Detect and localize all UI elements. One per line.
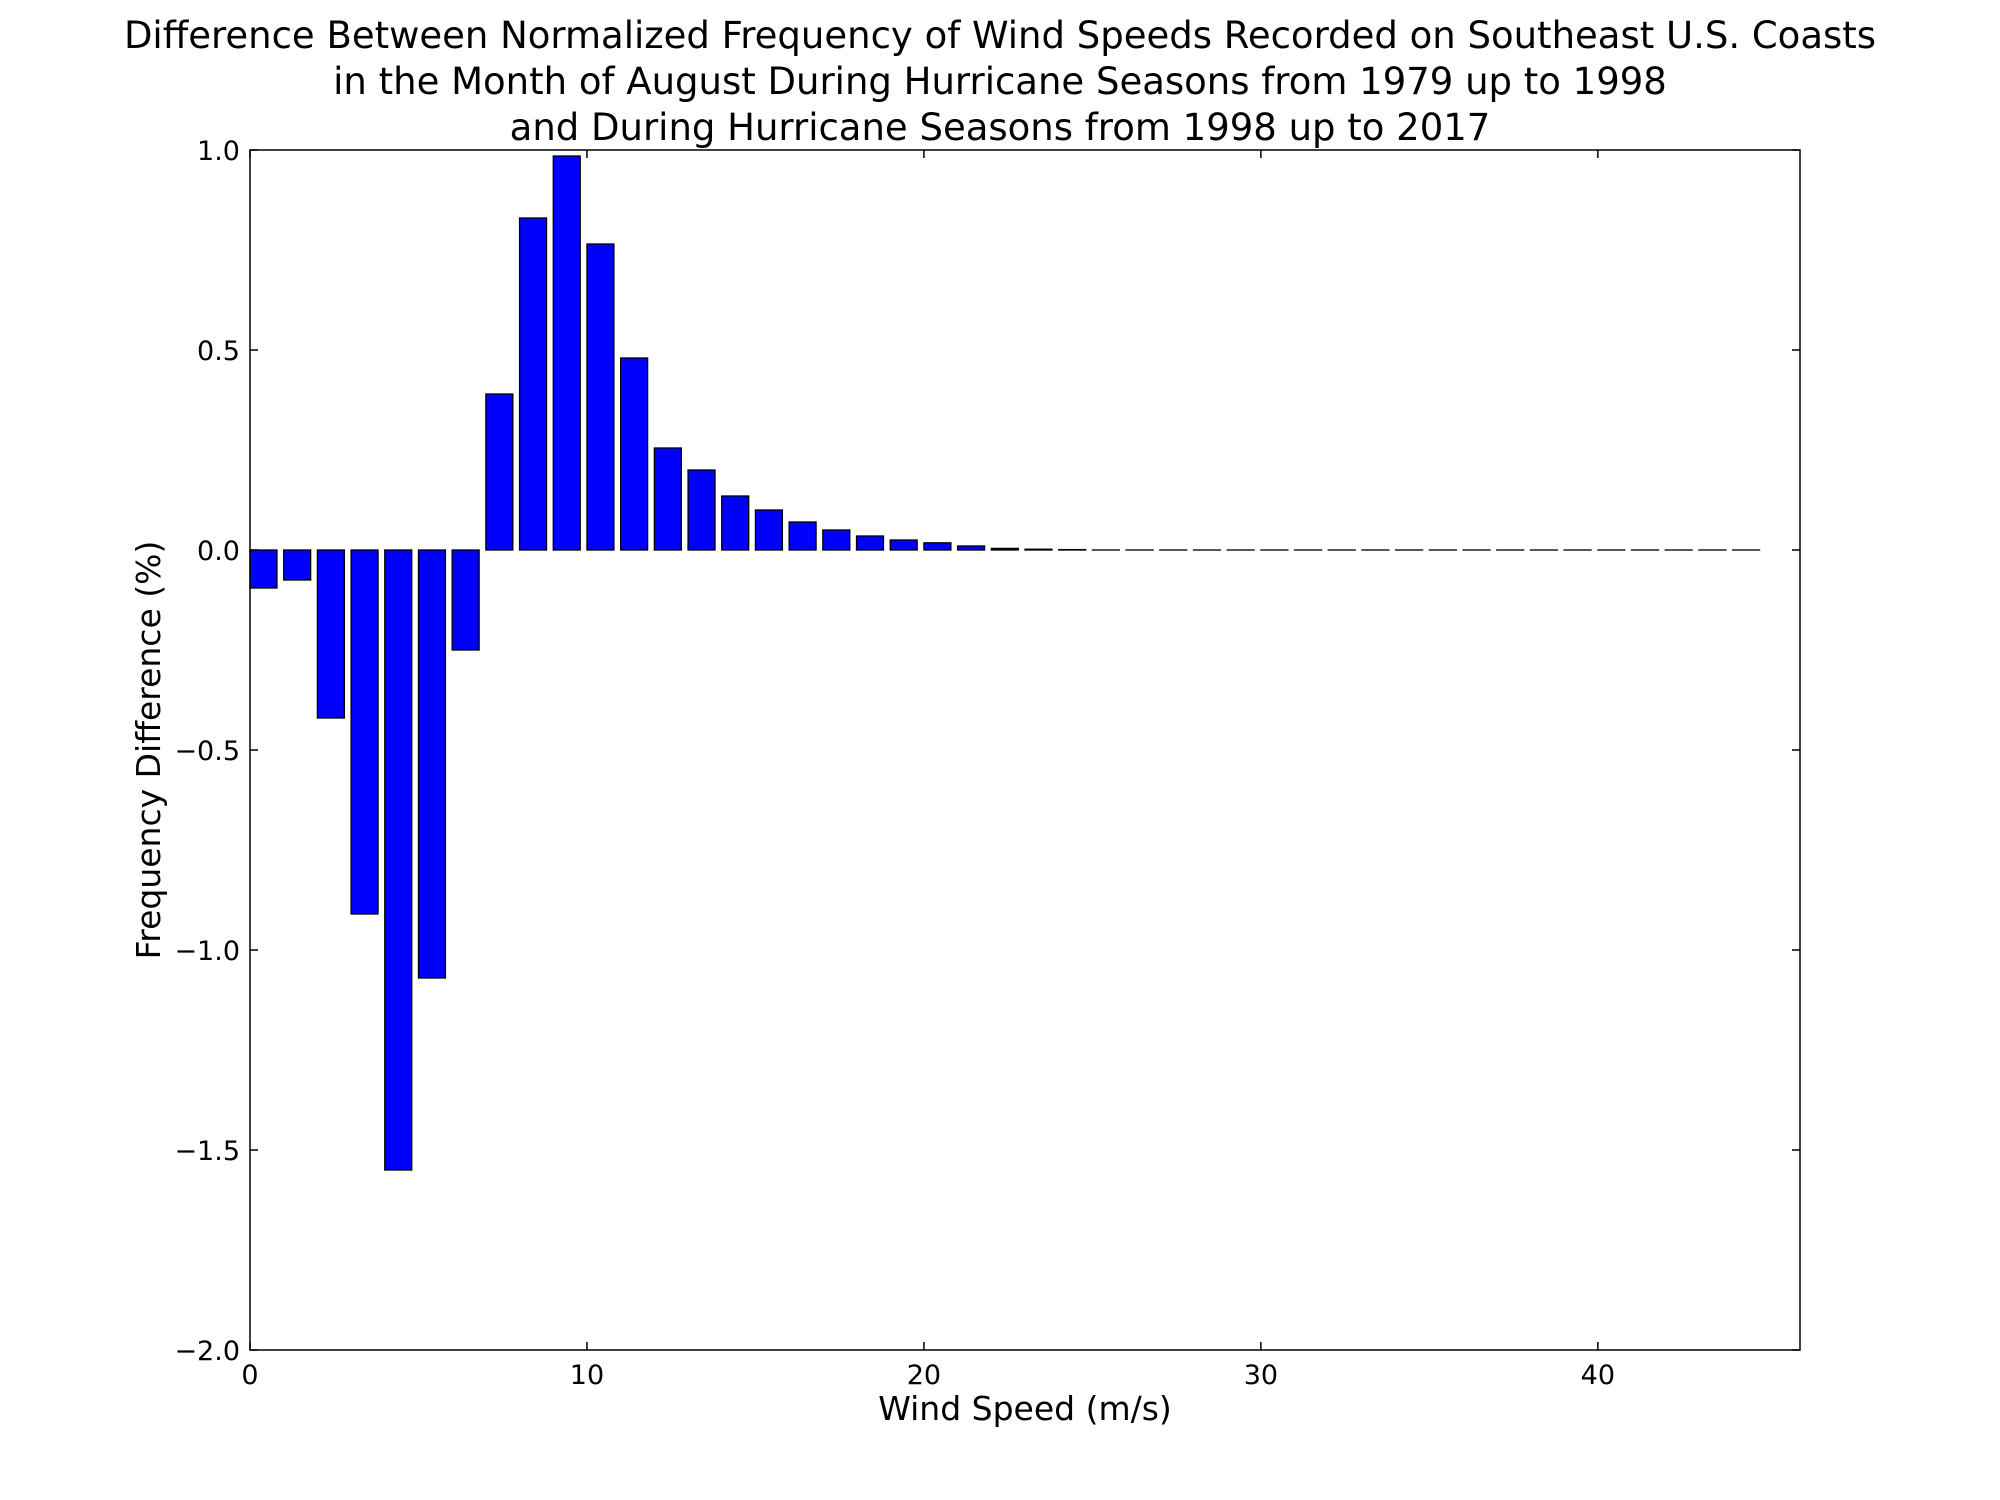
- x-tick-label-0: 0: [241, 1360, 258, 1391]
- bar-15: [754, 509, 784, 551]
- y-tick-label-1: 0.5: [197, 336, 240, 367]
- bar-23: [1024, 548, 1053, 551]
- bar-2: [316, 549, 345, 719]
- plot-frame: [249, 149, 1801, 1351]
- bar-22: [990, 547, 1019, 551]
- bar-3: [350, 549, 379, 915]
- bars-group: [249, 155, 1761, 1171]
- bar-20: [923, 542, 952, 551]
- y-axis-label: Frequency Difference (%): [129, 541, 168, 960]
- bar-18: [855, 535, 885, 551]
- bar-8: [518, 217, 548, 551]
- x-tick-label-20: 20: [907, 1360, 941, 1391]
- axes-group: 0 10 20 30 40 1.0 0.5 0.0 −0.5 −1.0 −1.5 −2.0: [174, 136, 1800, 1391]
- y-tick-label-2: 0.0: [197, 536, 240, 567]
- bar-1: [283, 549, 312, 581]
- bar-11: [620, 357, 649, 551]
- bar-14: [721, 495, 750, 551]
- x-tick-label-40: 40: [1581, 1360, 1615, 1391]
- chart-title-line-2: in the Month of August During Hurricane …: [333, 60, 1667, 103]
- bar-10: [586, 243, 615, 551]
- x-tick-label-10: 10: [570, 1360, 604, 1391]
- bar-16: [788, 521, 817, 551]
- bar-5: [417, 549, 447, 979]
- bar-7: [485, 393, 514, 551]
- bar-17: [822, 529, 851, 551]
- bar-12: [653, 447, 682, 551]
- bar-4: [384, 549, 413, 1171]
- y-tick-label-0: 1.0: [197, 136, 240, 167]
- x-tick-label-30: 30: [1244, 1360, 1278, 1391]
- bar-6: [451, 549, 480, 651]
- chart-title-line-3: and During Hurricane Seasons from 1998 u…: [509, 106, 1491, 149]
- y-tick-label-5: −1.5: [174, 1136, 240, 1167]
- y-tick-label-4: −1.0: [174, 936, 240, 967]
- bar-19: [889, 539, 918, 551]
- chart-title-line-1: Difference Between Normalized Frequency …: [123, 14, 1877, 57]
- bar-21: [956, 545, 986, 551]
- y-tick-label-3: −0.5: [174, 736, 240, 767]
- bar-0: [249, 549, 278, 589]
- y-tick-label-6: −2.0: [174, 1336, 240, 1367]
- x-axis-label: Wind Speed (m/s): [878, 1389, 1172, 1428]
- bar-13: [687, 469, 716, 551]
- bar-9: [552, 155, 581, 551]
